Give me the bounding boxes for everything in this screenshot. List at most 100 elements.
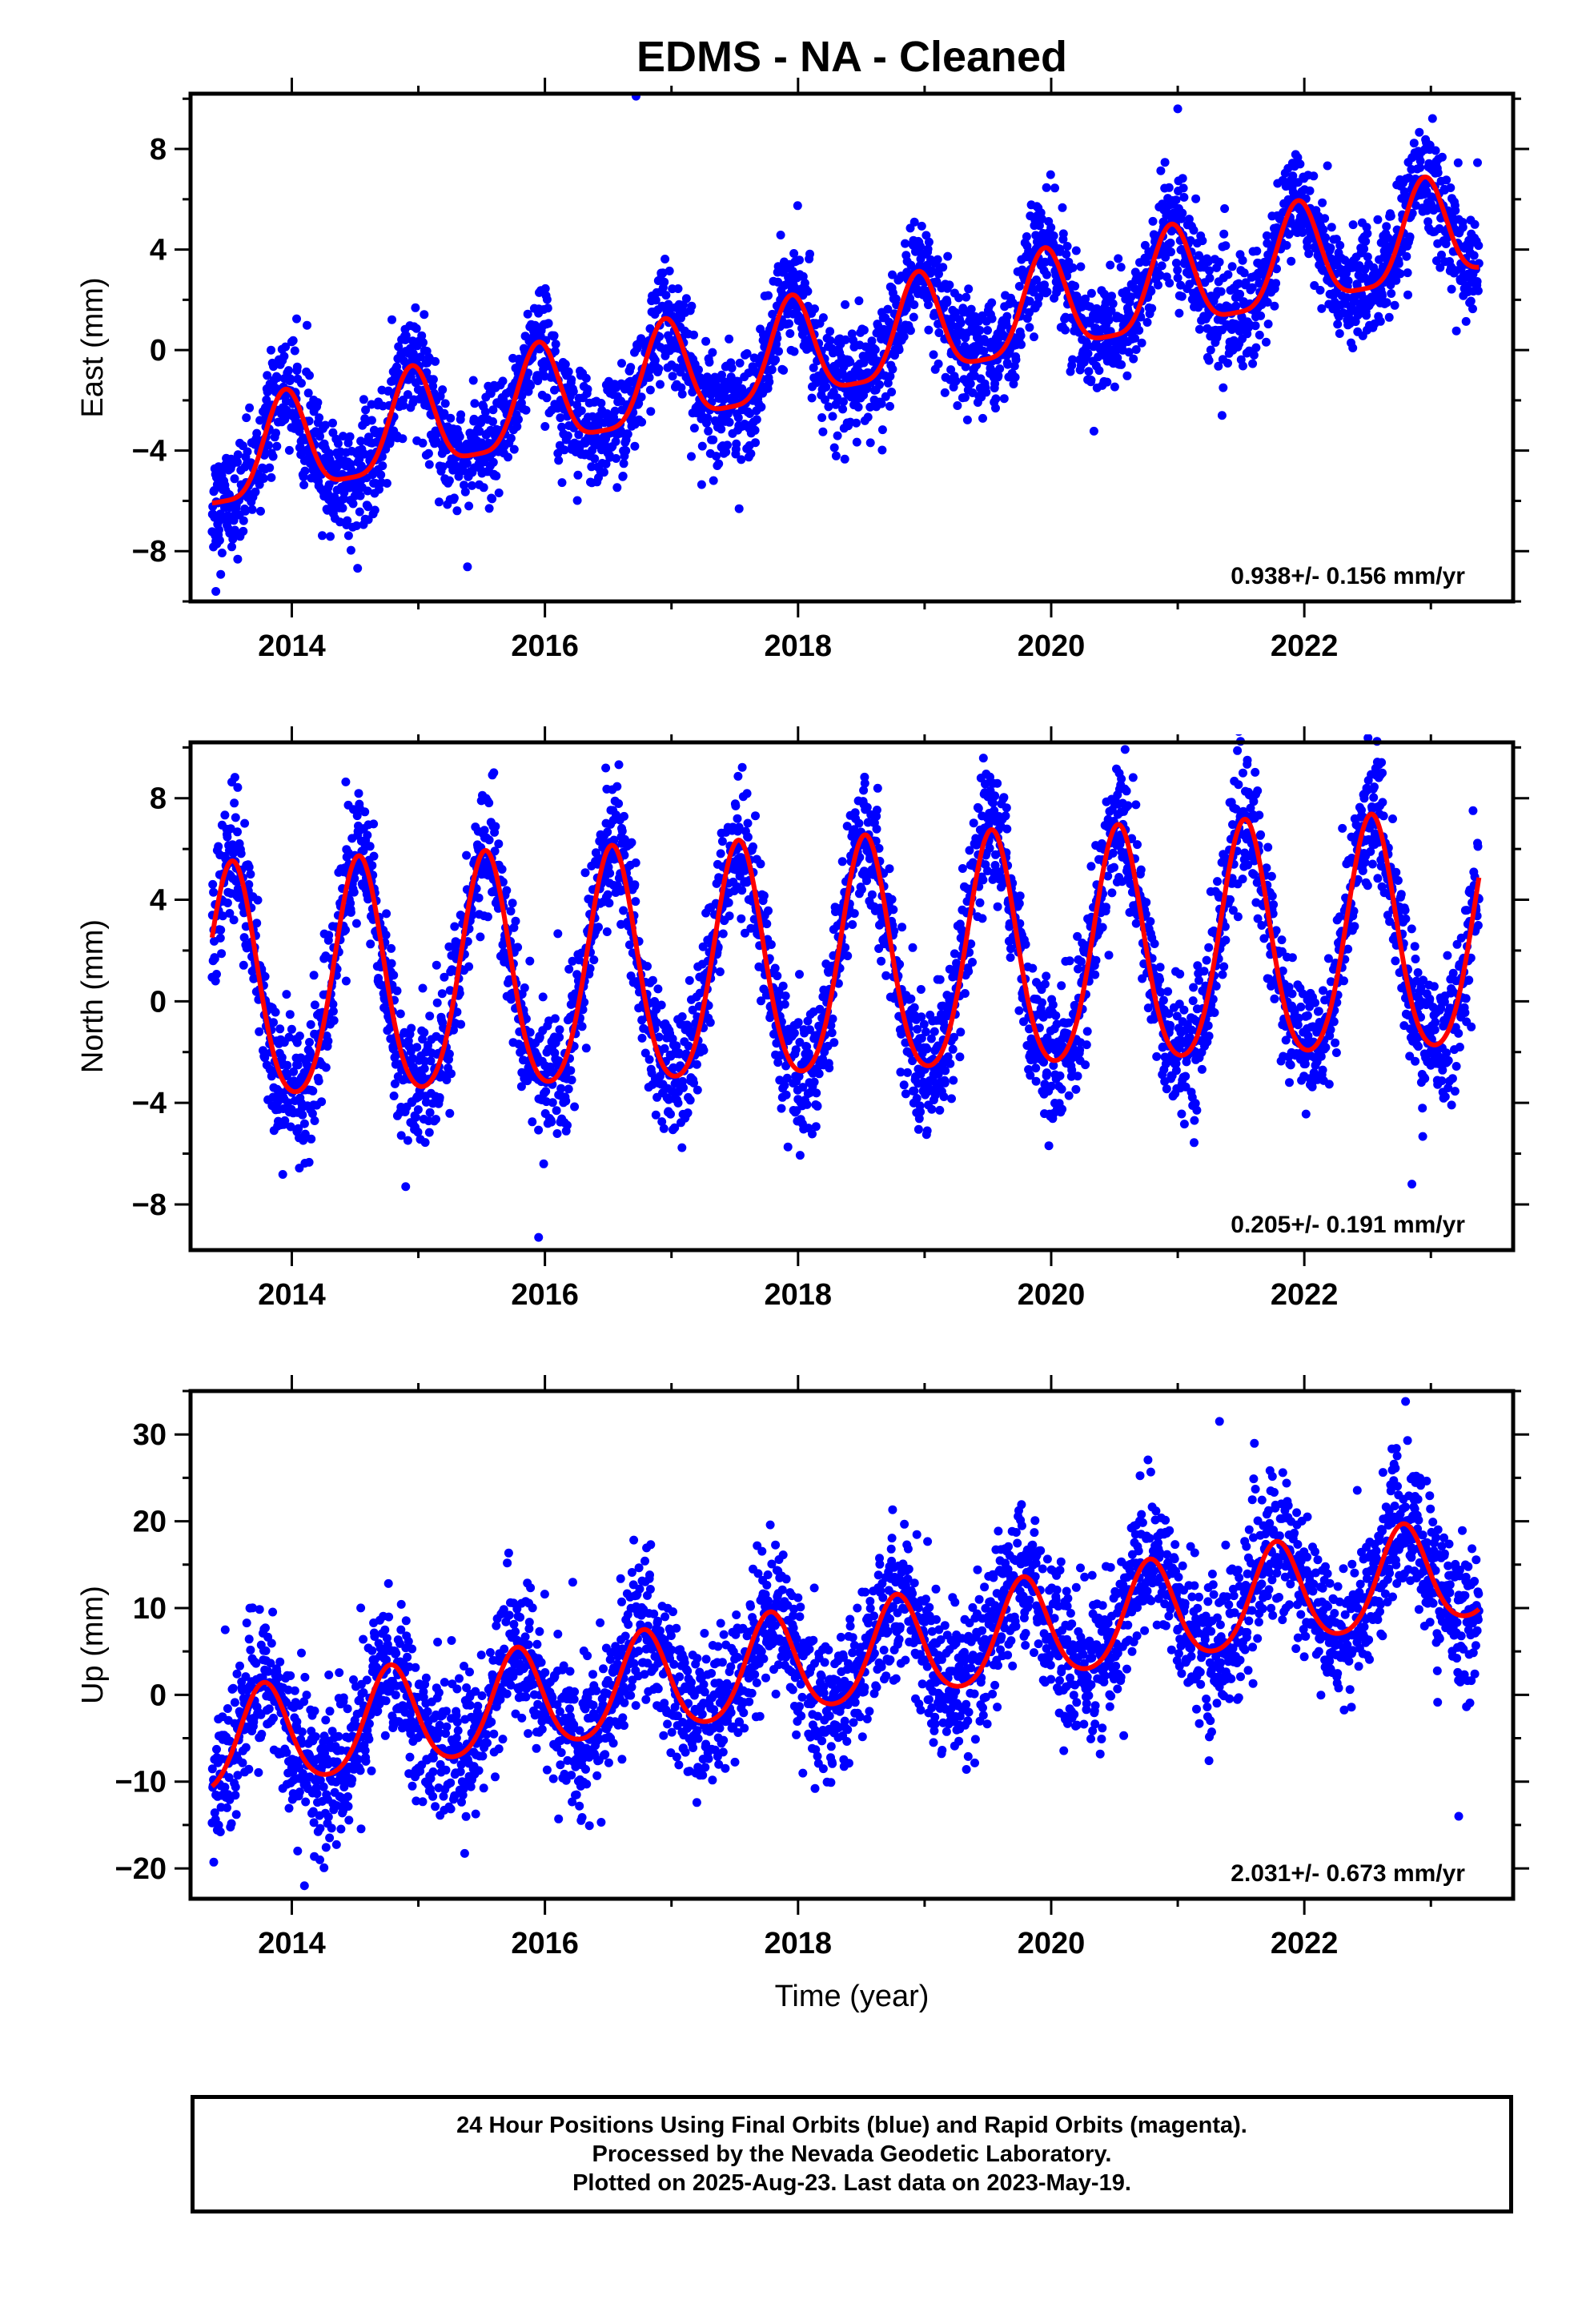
data-point [239,933,249,943]
data-point [626,363,636,372]
data-point [1298,227,1307,237]
data-point [697,480,706,489]
data-point [1215,257,1224,267]
data-point [438,462,448,472]
data-point [1130,333,1139,343]
data-point [1415,163,1425,172]
data-point [1223,359,1232,368]
data-point [363,486,372,496]
data-point [875,380,884,389]
data-point [1315,285,1325,295]
data-point [990,379,1000,388]
data-point [464,962,474,971]
data-point [619,459,628,468]
data-point [1318,198,1327,207]
data-point [381,931,391,939]
data-point [1335,329,1344,338]
data-point [561,1096,571,1106]
data-point [732,439,741,448]
data-point [705,1018,715,1027]
data-point [240,818,250,828]
data-point [811,1122,821,1132]
data-point [1220,204,1230,213]
data-point [242,413,251,423]
y-tick-label: −4 [132,435,167,468]
data-point [1384,312,1394,322]
data-point [462,459,472,468]
x-tick-label: 2020 [1018,629,1086,663]
data-point [292,1038,302,1047]
data-point [544,319,553,328]
data-point [538,992,548,1002]
data-point [434,497,444,507]
data-point [604,899,614,908]
data-point [512,422,522,432]
data-point [504,452,512,462]
data-point [338,504,347,513]
data-point [661,255,670,263]
data-point [781,991,790,1001]
data-point [756,859,765,869]
data-point [865,402,875,412]
data-point [418,438,428,448]
data-point [262,395,271,404]
data-point [708,348,717,357]
data-point [1446,183,1456,192]
data-point [757,402,766,412]
data-point [905,294,915,304]
data-point [1134,326,1144,335]
data-point [737,762,747,772]
data-point [687,452,696,461]
data-point [229,915,239,925]
data-point [987,298,997,308]
data-point [288,336,298,345]
data-point [620,811,628,821]
data-point [1195,324,1204,334]
data-point [677,389,687,399]
data-point [966,304,976,314]
data-point [435,1093,444,1102]
data-point [246,870,255,879]
data-point [549,331,559,340]
data-point [951,308,961,317]
data-point [773,277,783,287]
data-point [440,408,449,418]
data-point [1363,252,1372,262]
data-point [1382,298,1391,308]
data-point [1409,139,1419,148]
data-point [1373,215,1383,224]
data-point [243,447,252,456]
data-point [1214,361,1223,371]
data-point [924,300,933,310]
data-point [623,429,632,439]
data-point [951,376,961,386]
data-point [954,293,964,303]
data-point [445,986,455,995]
data-point [1304,249,1314,259]
data-point [656,380,665,389]
data-point [550,1014,560,1023]
data-point [833,431,842,440]
data-point [455,988,464,998]
data-point [1241,278,1251,287]
data-point [1179,192,1189,202]
data-point [656,1000,666,1010]
data-point [239,516,248,525]
data-point [490,846,500,856]
data-point [692,1059,701,1069]
data-point [1249,351,1259,360]
data-point [979,347,989,356]
data-point [829,443,839,452]
data-point [361,405,371,415]
data-point [938,263,948,272]
outlier-point [1217,411,1227,420]
data-point [603,890,612,899]
data-point [216,925,226,935]
data-point [567,375,576,384]
data-point [359,395,368,404]
data-point [1050,183,1059,193]
data-point [651,296,661,305]
data-point [743,832,753,842]
data-point [712,452,721,461]
data-point [242,943,251,953]
